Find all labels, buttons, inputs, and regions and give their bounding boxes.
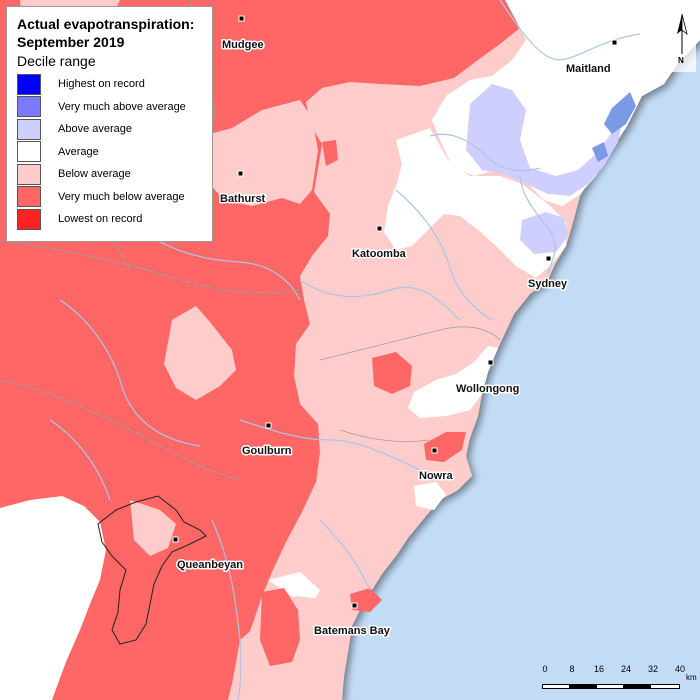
town-label-bathurst: Bathurst xyxy=(220,193,266,205)
scale-segment xyxy=(596,684,624,689)
legend-item-label: Below average xyxy=(58,168,131,181)
legend-swatch xyxy=(17,163,41,185)
below-average-region-mid2 xyxy=(130,500,176,556)
town-label-mudgee: Mudgee xyxy=(222,39,264,51)
legend: Actual evapotranspiration: September 201… xyxy=(6,6,213,242)
legend-item-label: Highest on record xyxy=(58,78,145,91)
scale-tick-label: 8 xyxy=(569,664,575,674)
legend-item-highest: Highest on record xyxy=(17,73,212,96)
legend-item-average: Average xyxy=(17,141,212,164)
town-label-sydney: Sydney xyxy=(528,278,568,290)
town-label-wollongong: Wollongong xyxy=(456,383,519,395)
legend-item-label: Very much below average xyxy=(58,190,185,203)
town-marker-sydney xyxy=(545,255,552,262)
legend-item-very-much-above: Very much above average xyxy=(17,96,212,119)
town-marker-wollongong xyxy=(487,359,494,366)
legend-item-label: Very much above average xyxy=(58,100,186,113)
legend-swatch xyxy=(17,186,41,208)
town-marker-goulburn xyxy=(265,422,272,429)
legend-item-above: Above average xyxy=(17,118,212,141)
town-label-maitland: Maitland xyxy=(566,63,611,75)
average-region-coast xyxy=(408,346,498,418)
town-marker-nowra xyxy=(431,447,438,454)
scale-segment xyxy=(623,684,651,689)
scale-tick-label: 32 xyxy=(647,664,659,674)
legend-item-label: Lowest on record xyxy=(58,213,143,226)
very-much-above-average-region-coast xyxy=(604,92,636,134)
below-average-region-mid xyxy=(164,306,236,400)
town-marker-maitland xyxy=(611,39,618,46)
town-marker-batemans-bay xyxy=(351,602,358,609)
town-marker-bathurst xyxy=(237,170,244,177)
very-much-below-average-region-batemans xyxy=(350,588,382,612)
town-marker-katoomba xyxy=(376,225,383,232)
legend-swatch xyxy=(17,141,41,163)
scale-segment xyxy=(542,684,570,689)
scale-tick-label: 40 xyxy=(674,664,686,674)
legend-item-below: Below average xyxy=(17,163,212,186)
legend-item-very-much-below: Very much below average xyxy=(17,186,212,209)
legend-item-label: Above average xyxy=(58,123,132,136)
legend-swatch xyxy=(17,208,41,230)
scale-tick-label: 0 xyxy=(542,664,548,674)
very-much-below-average-region-centre xyxy=(372,352,412,394)
legend-title-line2: September 2019 xyxy=(17,34,125,50)
legend-item-label: Average xyxy=(58,145,99,158)
scale-segment xyxy=(569,684,597,689)
act-border xyxy=(97,495,207,645)
town-label-katoomba: Katoomba xyxy=(352,248,407,260)
legend-subtitle: Decile range xyxy=(17,53,96,69)
very-much-below-average-region-nowra xyxy=(424,432,466,462)
scale-tick-label: 24 xyxy=(620,664,632,674)
legend-swatch xyxy=(17,73,41,95)
town-label-nowra: Nowra xyxy=(419,470,454,482)
town-marker-mudgee xyxy=(238,15,245,22)
north-label: N xyxy=(678,56,684,65)
legend-swatch xyxy=(17,118,41,140)
north-arrow-icon xyxy=(677,13,688,54)
scale-bar: 0 8 16 24 32 40 km xyxy=(538,664,698,696)
legend-swatch xyxy=(17,96,41,118)
below-average-region-bathurst xyxy=(196,100,318,206)
average-region-nowra xyxy=(414,482,446,510)
legend-item-lowest: Lowest on record xyxy=(17,208,212,231)
town-label-batemans-bay: Batemans Bay xyxy=(314,625,391,637)
average-region-south xyxy=(268,572,320,604)
scale-unit: km xyxy=(686,673,697,682)
town-label-queanbeyan: Queanbeyan xyxy=(177,559,243,571)
scale-segment xyxy=(650,684,680,689)
very-much-below-average-region-southcoast xyxy=(260,588,300,666)
average-region-southwest xyxy=(0,496,106,700)
scale-tick-label: 16 xyxy=(593,664,605,674)
very-much-above-average-region-coast2 xyxy=(592,142,608,162)
town-label-goulburn: Goulburn xyxy=(242,445,292,457)
very-much-below-average-region-katoomba xyxy=(322,140,338,166)
town-marker-queanbeyan xyxy=(172,536,179,543)
north-arrow: N xyxy=(668,12,696,72)
above-average-region-sydney xyxy=(520,212,568,254)
legend-title-line1: Actual evapotranspiration: xyxy=(17,16,195,32)
